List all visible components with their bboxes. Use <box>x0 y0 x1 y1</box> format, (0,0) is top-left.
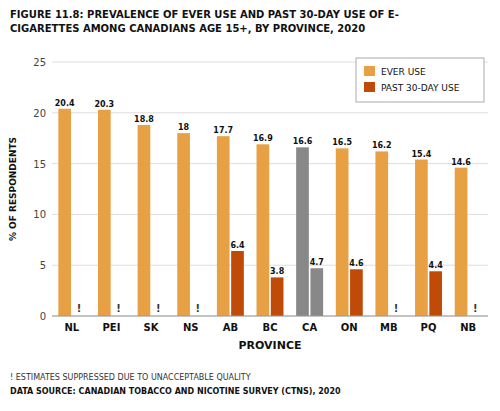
footnote: ! ESTIMATES SUPPRESSED DUE TO UNACCEPTAB… <box>10 373 251 382</box>
suppressed-label: ! <box>156 303 161 314</box>
bar <box>138 125 151 316</box>
data-label: 18.8 <box>134 115 154 124</box>
bar <box>98 110 111 316</box>
x-tick-label: ON <box>341 322 358 333</box>
bar <box>455 168 468 316</box>
data-label: 16.6 <box>293 137 313 146</box>
bar <box>296 147 309 316</box>
data-label: 4.4 <box>429 261 444 270</box>
x-tick-label: PEI <box>103 322 121 333</box>
y-tick-label: 5 <box>40 260 46 271</box>
bar <box>271 277 284 316</box>
bar <box>375 151 388 316</box>
bar <box>217 136 230 316</box>
data-label: 4.7 <box>310 258 324 267</box>
data-label: 17.7 <box>213 126 233 135</box>
y-tick-label: 0 <box>40 311 46 322</box>
data-label: 18 <box>178 123 190 132</box>
bar <box>310 268 323 316</box>
data-label: 6.4 <box>230 241 245 250</box>
bar <box>415 160 428 316</box>
footnote: DATA SOURCE: CANADIAN TOBACCO AND NICOTI… <box>10 387 341 396</box>
suppressed-label: ! <box>196 303 201 314</box>
data-label: 16.9 <box>253 134 273 143</box>
x-tick-label: SK <box>144 322 160 333</box>
data-label: 15.4 <box>412 150 432 159</box>
suppressed-label: ! <box>473 303 478 314</box>
title: FIGURE 11.8: PREVALENCE OF EVER USE AND … <box>10 9 399 20</box>
x-tick-label: NL <box>64 322 79 333</box>
bar <box>429 271 442 316</box>
grid-line <box>52 112 488 113</box>
x-tick-label: BC <box>263 322 278 333</box>
legend-swatch <box>364 66 375 76</box>
suppressed-label: ! <box>77 303 82 314</box>
legend-label: EVER USE <box>381 67 426 77</box>
data-label: 3.8 <box>270 267 285 276</box>
data-label: 4.6 <box>349 259 364 268</box>
chart: FIGURE 11.8: PREVALENCE OF EVER USE AND … <box>0 0 500 411</box>
x-tick-label: NS <box>183 322 199 333</box>
x-tick-label: PQ <box>421 322 437 333</box>
grid-line <box>52 316 488 317</box>
data-label: 20.3 <box>94 100 114 109</box>
data-label: 20.4 <box>55 99 75 108</box>
bar <box>336 148 349 316</box>
suppressed-label: ! <box>394 303 399 314</box>
legend-swatch <box>364 82 375 92</box>
y-axis-label: % OF RESPONDENTS <box>8 137 18 241</box>
y-tick-label: 25 <box>33 57 46 68</box>
y-tick-label: 15 <box>33 159 46 170</box>
y-tick-label: 20 <box>33 108 46 119</box>
x-tick-label: NB <box>460 322 476 333</box>
data-label: 16.2 <box>372 141 392 150</box>
data-label: 16.5 <box>332 138 352 147</box>
bars <box>58 109 467 316</box>
bar <box>58 109 71 316</box>
x-axis-label: PROVINCE <box>239 339 302 352</box>
bar <box>231 251 244 316</box>
bar <box>257 144 270 316</box>
x-tick-label: MB <box>380 322 398 333</box>
legend-frame <box>356 58 484 102</box>
title: CIGARETTES AMONG CANADIANS AGE 15+, BY P… <box>10 23 365 34</box>
x-tick-label: CA <box>302 322 317 333</box>
x-axis-line <box>52 316 488 317</box>
x-tick-label: AB <box>223 322 238 333</box>
data-labels: 20.4 20.3 18.8 18 17.7 16.9 16.6 16.5 16.2 15.4 14… <box>55 99 478 314</box>
legend: EVER USE PAST 30-DAY USE <box>356 58 484 102</box>
legend-label: PAST 30-DAY USE <box>381 83 460 93</box>
bar <box>177 133 190 316</box>
bar <box>350 269 363 316</box>
data-label: 14.6 <box>451 158 471 167</box>
suppressed-label: ! <box>116 303 121 314</box>
y-tick-label: 10 <box>33 209 46 220</box>
